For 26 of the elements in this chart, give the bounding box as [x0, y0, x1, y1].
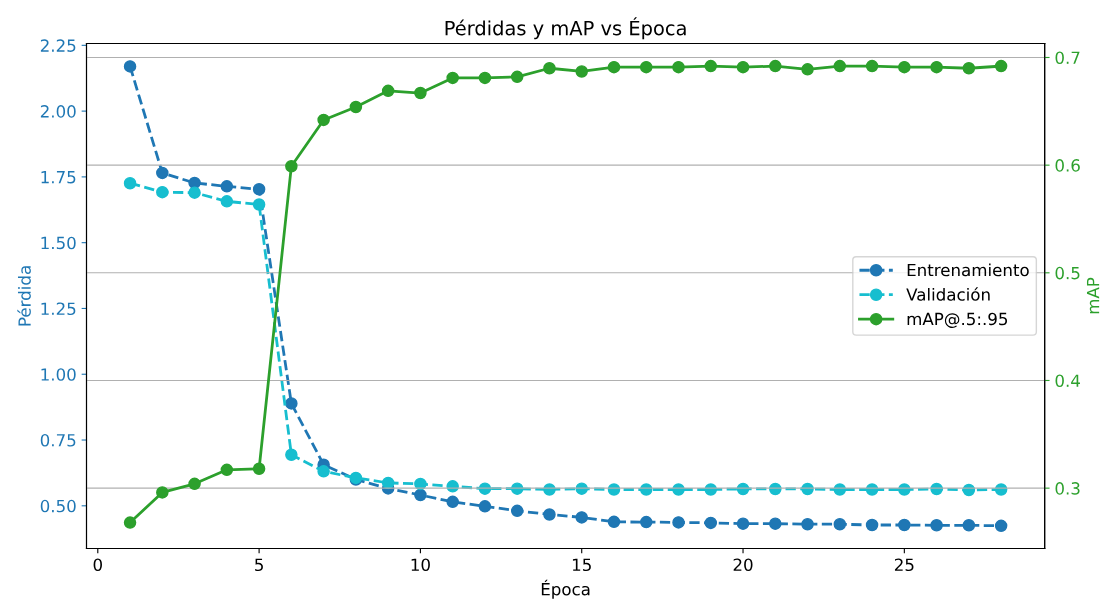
- y2-tick-label: 0.7: [1055, 51, 1080, 65]
- x-tick-label: 20: [733, 558, 753, 572]
- y-axis-title: Pérdida: [17, 266, 31, 326]
- y-tick-label: 2.00: [40, 105, 76, 118]
- x-axis-title: Época: [541, 579, 590, 599]
- y-tick-label: 1.25: [41, 302, 76, 316]
- y-tick-label: 2.25: [40, 39, 76, 52]
- y2-tick-label: 0.3: [1055, 482, 1080, 495]
- y2-tick-label: 0.4: [1055, 374, 1080, 388]
- y-tick-label: 0.50: [40, 499, 76, 513]
- y2-axis-title: mAP: [1086, 277, 1100, 314]
- y2-tick-label: 0.5: [1055, 266, 1080, 280]
- y-tick-label: 1.00: [41, 368, 76, 381]
- x-tick-label: 10: [411, 558, 430, 572]
- legend-label: Entrenamiento: [907, 263, 1029, 277]
- y-tick-label: 1.75: [41, 171, 76, 184]
- x-tick-label: 0: [93, 558, 102, 572]
- x-tick-label: 5: [255, 558, 263, 572]
- y-tick-label: 0.75: [40, 433, 76, 447]
- y-tick-label: 1.50: [41, 236, 76, 250]
- chart-title: Pérdidas y mAP vs Época: [445, 17, 686, 40]
- legend-label: mAP@.5:.95: [907, 312, 1008, 328]
- x-tick-label: 15: [572, 558, 591, 572]
- legend-label: Validación: [906, 287, 990, 301]
- y2-tick-label: 0.6: [1055, 159, 1080, 172]
- x-tick-label: 25: [894, 558, 914, 572]
